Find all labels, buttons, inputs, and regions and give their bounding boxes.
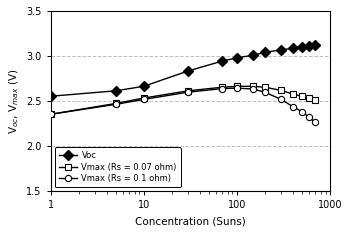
Voc [220,60,224,62]
Vmax (Rs = 0.1 ohm) [263,91,267,94]
Voc [142,85,146,88]
Voc [251,54,255,57]
Vmax (Rs = 0.07 ohm) [313,99,318,102]
Line: Vmax (Rs = 0.1 ohm): Vmax (Rs = 0.1 ohm) [47,85,319,126]
Voc [263,51,267,54]
Voc [113,89,118,92]
Voc [307,45,311,48]
Vmax (Rs = 0.07 ohm) [235,85,239,88]
Vmax (Rs = 0.1 ohm) [291,105,295,108]
Vmax (Rs = 0.1 ohm) [142,98,146,101]
Vmax (Rs = 0.1 ohm) [313,121,318,124]
Vmax (Rs = 0.07 ohm) [220,86,224,89]
Voc [313,44,318,47]
Voc [279,48,283,51]
Vmax (Rs = 0.07 ohm) [49,113,53,116]
Vmax (Rs = 0.1 ohm) [235,87,239,89]
Vmax (Rs = 0.1 ohm) [279,98,283,101]
Vmax (Rs = 0.07 ohm) [251,85,255,88]
Voc [49,95,53,98]
Vmax (Rs = 0.1 ohm) [186,91,190,94]
Vmax (Rs = 0.07 ohm) [113,102,118,105]
Vmax (Rs = 0.07 ohm) [142,97,146,99]
Line: Voc: Voc [47,42,319,100]
Vmax (Rs = 0.07 ohm) [186,89,190,92]
Voc [300,46,304,48]
Vmax (Rs = 0.07 ohm) [307,97,311,99]
Voc [186,70,190,72]
Voc [235,56,239,59]
Vmax (Rs = 0.07 ohm) [279,89,283,92]
Vmax (Rs = 0.07 ohm) [291,93,295,95]
Vmax (Rs = 0.1 ohm) [307,116,311,119]
Vmax (Rs = 0.1 ohm) [113,103,118,106]
Vmax (Rs = 0.07 ohm) [300,95,304,98]
Vmax (Rs = 0.07 ohm) [263,86,267,89]
Voc [291,47,295,50]
Vmax (Rs = 0.1 ohm) [300,110,304,113]
Vmax (Rs = 0.1 ohm) [251,88,255,90]
X-axis label: Concentration (Suns): Concentration (Suns) [135,216,246,226]
Legend: Voc, Vmax (Rs = 0.07 ohm), Vmax (Rs = 0.1 ohm): Voc, Vmax (Rs = 0.07 ohm), Vmax (Rs = 0.… [55,147,181,187]
Vmax (Rs = 0.1 ohm) [49,113,53,116]
Y-axis label: V$_{oc}$, V$_{max}$ (V): V$_{oc}$, V$_{max}$ (V) [7,69,21,134]
Line: Vmax (Rs = 0.07 ohm): Vmax (Rs = 0.07 ohm) [47,83,319,117]
Vmax (Rs = 0.1 ohm) [220,87,224,90]
